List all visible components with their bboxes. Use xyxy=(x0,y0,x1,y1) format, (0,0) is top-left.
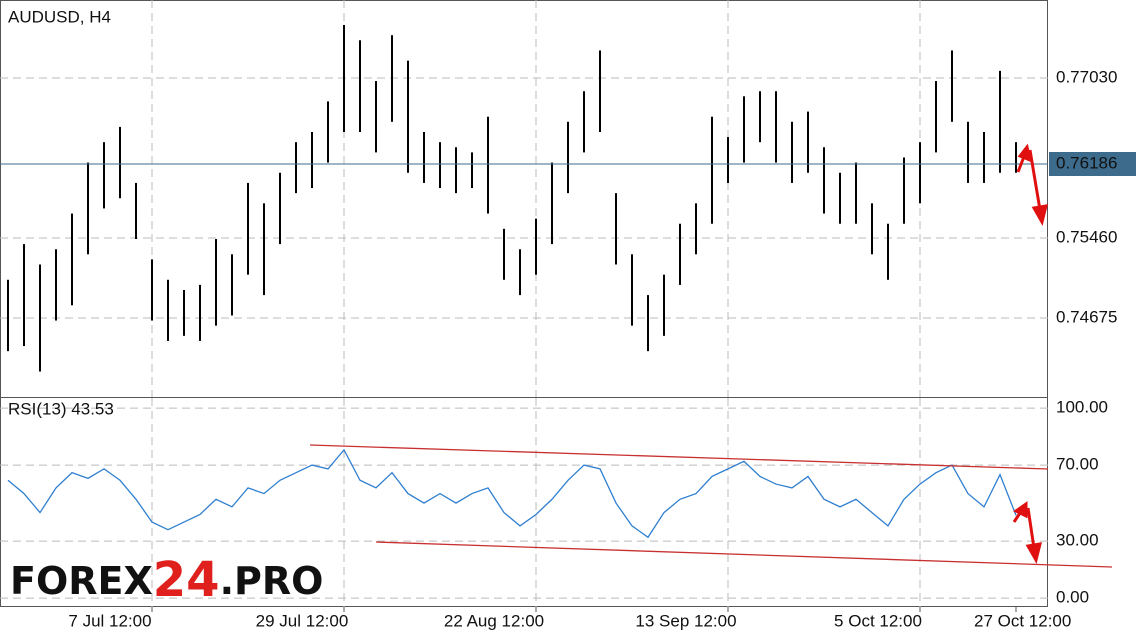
y-tick-label: 0.75460 xyxy=(1056,227,1117,246)
x-tick-label: 22 Aug 12:00 xyxy=(444,611,544,630)
watermark-part: .PRO xyxy=(220,559,324,603)
trend-line xyxy=(375,541,1113,568)
x-tick-label: 7 Jul 12:00 xyxy=(68,611,151,630)
y-tick-label: 70.00 xyxy=(1056,455,1099,474)
indicator-title: RSI(13) 43.53 xyxy=(8,399,114,418)
x-tick-label: 5 Oct 12:00 xyxy=(834,611,922,630)
rsi-line xyxy=(7,448,1017,539)
y-tick-label: 0.77030 xyxy=(1056,67,1117,86)
arrows xyxy=(1012,143,1049,564)
current-price-label: 0.76186 xyxy=(1056,153,1117,172)
y-tick-label: 0.74675 xyxy=(1056,307,1117,326)
watermark-part: FOREX xyxy=(10,559,153,603)
frame xyxy=(0,0,1048,607)
x-tick-label: 13 Sep 12:00 xyxy=(635,611,736,630)
chart-title: AUDUSD, H4 xyxy=(8,7,111,26)
current-price-box xyxy=(1049,151,1136,176)
x-tick-label: 27 Oct 12:00 xyxy=(974,611,1071,630)
trend-line xyxy=(309,444,1049,470)
x-tick-label: 29 Jul 12:00 xyxy=(256,611,349,630)
y-tick-label: 0.00 xyxy=(1056,588,1089,607)
watermark-part: 24 xyxy=(153,552,220,608)
y-tick-label: 30.00 xyxy=(1056,531,1099,550)
watermark: FOREX24.PRO xyxy=(10,552,323,608)
y-tick-label: 100.00 xyxy=(1056,398,1108,417)
